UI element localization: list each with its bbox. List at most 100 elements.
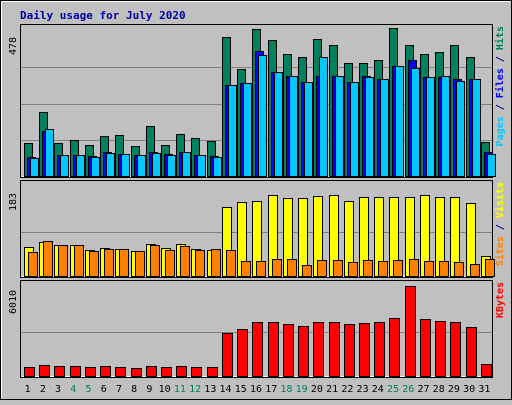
bar-sites xyxy=(424,261,434,277)
bar-pages xyxy=(426,77,435,177)
bar-pages xyxy=(258,55,267,177)
x-tick-label: 30 xyxy=(463,384,475,395)
x-tick-label: 2 xyxy=(40,384,46,395)
bar-sites xyxy=(43,241,53,277)
x-tick-label: 14 xyxy=(220,384,232,395)
x-tick-label: 15 xyxy=(235,384,247,395)
x-tick-label: 17 xyxy=(265,384,277,395)
bar-pages xyxy=(304,82,313,177)
bar-sites xyxy=(333,260,343,277)
bar-sites xyxy=(74,245,84,277)
x-tick-label: 1 xyxy=(25,384,31,395)
bar-pages xyxy=(213,157,222,177)
bar-pages xyxy=(121,154,130,177)
x-tick-label: 25 xyxy=(387,384,399,395)
bar-sites xyxy=(195,250,205,277)
legend-part: Pages xyxy=(495,116,506,146)
bar-kbytes xyxy=(54,366,65,377)
ymax-label: 478 xyxy=(8,37,19,55)
bar-pages xyxy=(152,153,161,177)
x-tick-label: 7 xyxy=(116,384,122,395)
x-tick-label: 8 xyxy=(131,384,137,395)
x-tick-label: 22 xyxy=(341,384,353,395)
bar-kbytes xyxy=(115,367,126,377)
legend-part: KBytes xyxy=(495,282,506,318)
bar-pages xyxy=(350,82,359,177)
series-legend: Sites / Visits xyxy=(494,182,506,266)
bar-kbytes xyxy=(313,322,324,377)
x-tick-label: 9 xyxy=(146,384,152,395)
x-tick-label: 19 xyxy=(296,384,308,395)
bar-kbytes xyxy=(298,326,309,377)
bar-kbytes xyxy=(344,324,355,377)
bar-kbytes xyxy=(39,365,50,377)
bar-pages xyxy=(456,81,465,177)
bar-pages xyxy=(441,76,450,177)
bar-pages xyxy=(335,76,344,177)
bar-sites xyxy=(409,259,419,277)
ymax-label: 6010 xyxy=(8,290,19,314)
bar-pages xyxy=(228,85,237,177)
bar-kbytes xyxy=(237,329,248,377)
bar-sites xyxy=(211,249,221,277)
bar-pages xyxy=(243,83,252,177)
bar-pages xyxy=(182,152,191,177)
x-tick-label: 20 xyxy=(311,384,323,395)
bar-sites xyxy=(470,264,480,277)
bar-sites xyxy=(104,249,114,277)
bar-kbytes xyxy=(450,322,461,377)
x-tick-label: 24 xyxy=(372,384,384,395)
bar-kbytes xyxy=(389,318,400,377)
bar-pages xyxy=(365,77,374,177)
chart-title: Daily usage for July 2020 xyxy=(20,9,186,22)
x-tick-label: 29 xyxy=(448,384,460,395)
bar-sites xyxy=(28,252,38,277)
bar-kbytes xyxy=(24,367,35,377)
bar-kbytes xyxy=(329,322,340,377)
bar-kbytes xyxy=(70,366,81,377)
bar-sites xyxy=(317,260,327,277)
bar-sites xyxy=(272,259,282,277)
legend-part: Sites xyxy=(494,236,506,266)
bar-visits xyxy=(298,198,308,277)
bar-kbytes xyxy=(85,367,96,377)
bar-pages xyxy=(91,157,100,177)
bar-pages xyxy=(319,57,328,177)
x-tick-label: 28 xyxy=(433,384,445,395)
x-tick-label: 21 xyxy=(326,384,338,395)
x-tick-label: 3 xyxy=(55,384,61,395)
bar-pages xyxy=(45,129,54,177)
bar-sites xyxy=(150,245,160,277)
bar-kbytes xyxy=(359,323,370,377)
bar-kbytes xyxy=(161,367,172,377)
bar-sites xyxy=(439,261,449,277)
bar-pages xyxy=(167,155,176,177)
bar-pages xyxy=(197,155,206,177)
bar-kbytes xyxy=(268,322,279,377)
bar-pages xyxy=(411,68,420,177)
bar-pages xyxy=(30,158,39,177)
x-tick-label: 6 xyxy=(101,384,107,395)
bar-pages xyxy=(289,76,298,177)
x-tick-label: 4 xyxy=(70,384,76,395)
bar-sites xyxy=(363,260,373,277)
bar-pages xyxy=(76,155,85,177)
bar-kbytes xyxy=(466,327,477,377)
bar-pages xyxy=(380,79,389,177)
bar-pages xyxy=(106,153,115,177)
bar-sites xyxy=(180,246,190,277)
bar-sites xyxy=(302,265,312,277)
legend-part: Hits xyxy=(494,26,506,50)
bar-sites xyxy=(89,251,99,277)
bar-kbytes xyxy=(481,364,492,377)
x-tick-label: 12 xyxy=(189,384,201,395)
bar-sites xyxy=(119,249,129,277)
x-tick-label: 27 xyxy=(417,384,429,395)
bar-pages xyxy=(137,155,146,177)
bar-kbytes xyxy=(176,366,187,377)
bar-kbytes xyxy=(405,286,416,377)
bar-sites xyxy=(256,261,266,277)
bar-sites xyxy=(378,261,388,277)
